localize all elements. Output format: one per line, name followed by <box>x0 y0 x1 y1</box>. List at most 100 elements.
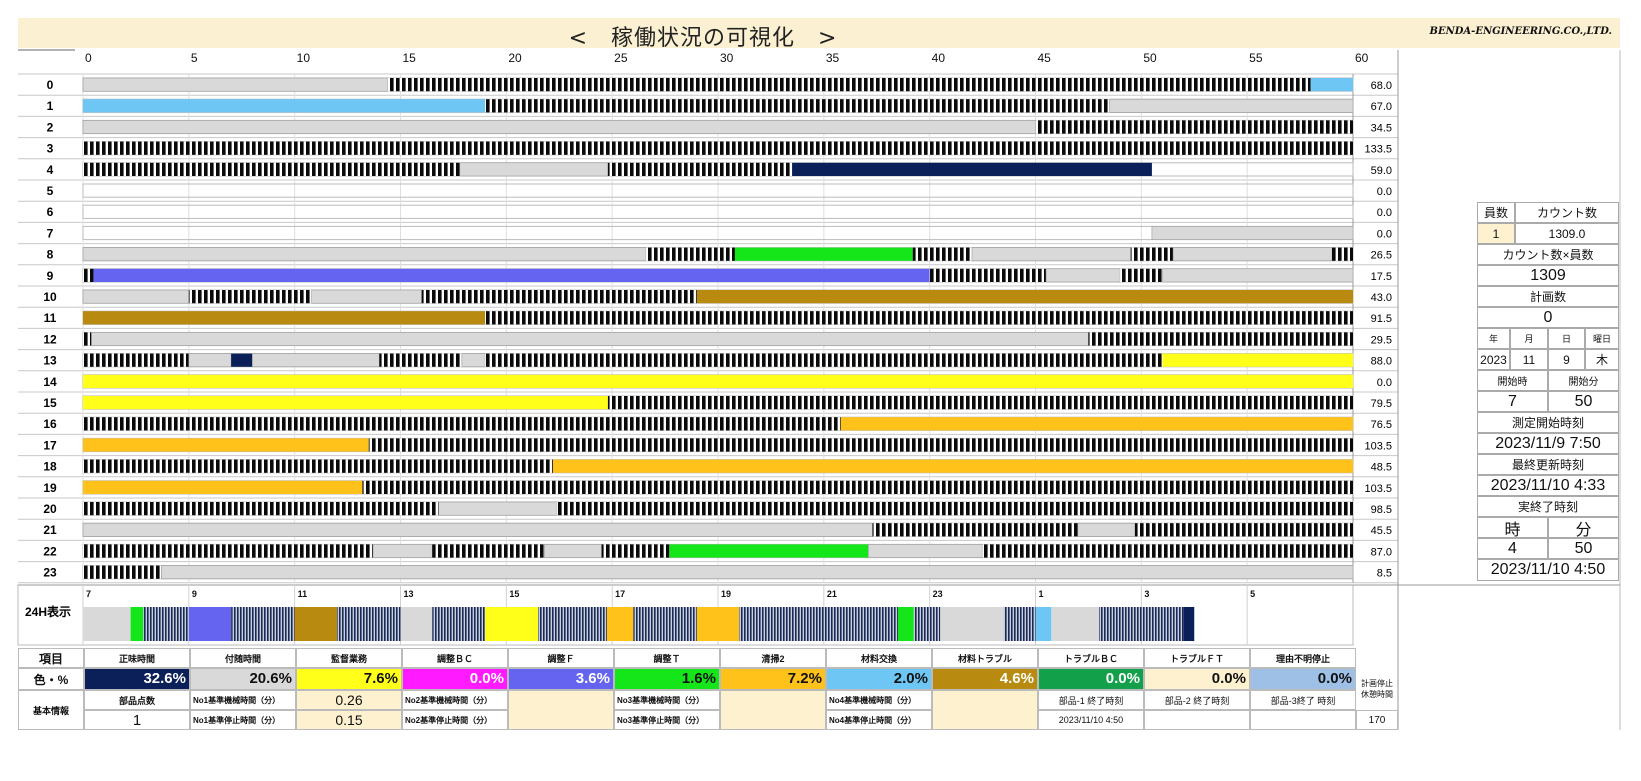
row-value: 133.5 <box>1364 144 1392 156</box>
count-value: 1309.0 <box>1515 223 1619 244</box>
row-value: 26.5 <box>1371 250 1392 262</box>
month-label: 月 <box>1510 328 1548 349</box>
row-value: 87.0 <box>1371 546 1392 558</box>
activity-segment-orange <box>83 480 363 494</box>
company-name: BENDA-ENGINEERING.CO.,LTD. <box>1429 26 1612 37</box>
no2-stop-label: No2基準停止時間（分） <box>402 710 508 730</box>
part1-end-label: 部品-1 終了時刻 <box>1038 690 1144 710</box>
row-value: 34.5 <box>1371 122 1392 134</box>
legend-percentage: 4.6% <box>999 670 1034 687</box>
no3-value-cells <box>720 690 826 730</box>
activity-segment-idle <box>82 247 647 262</box>
legend-percentage: 0.0% <box>1211 670 1246 687</box>
row-label: 13 <box>43 354 57 368</box>
axis-tick-label: 10 <box>297 51 311 65</box>
legend-item-name: 調整Ｔ <box>614 648 720 668</box>
h24-segment-stripe <box>143 607 189 641</box>
activity-segment-olive <box>696 290 1353 304</box>
h24-tick-label: 3 <box>1144 589 1149 599</box>
h24-segment-cyan <box>1035 607 1052 641</box>
h24-segment-idle <box>1051 607 1099 641</box>
row-label: 4 <box>47 163 54 177</box>
h24-tick-label: 13 <box>404 589 414 599</box>
legend-percentage: 0.0% <box>469 670 504 687</box>
row-bar-frame <box>82 204 1354 219</box>
legend-item-name: 材料トラブル <box>932 648 1038 668</box>
activity-segment-idle <box>311 289 422 304</box>
legend-color-swatch: 0.0% <box>1144 668 1250 690</box>
row-label: 8 <box>47 248 54 262</box>
activity-segment-stripe <box>421 290 697 304</box>
axis-tick-label: 35 <box>826 51 840 65</box>
row-label: 21 <box>43 523 57 537</box>
activity-segment-orange <box>83 438 369 452</box>
legend-percentage: 2.0% <box>893 670 928 687</box>
legend-percentage: 1.6% <box>681 670 716 687</box>
activity-segment-idle <box>867 544 983 558</box>
activity-segment-stripe <box>485 99 1110 113</box>
end-hour-value: 4 <box>1477 538 1548 559</box>
staff-label: 員数 <box>1477 202 1515 223</box>
part1-end-value: 2023/11/10 4:50 <box>1038 710 1144 730</box>
legend-percentage: 20.6% <box>249 670 292 687</box>
activity-segment-stripe <box>1134 523 1353 537</box>
h24-segment-yellow <box>485 607 539 641</box>
activity-segment-stripe <box>368 438 1353 452</box>
activity-segment-green <box>734 247 913 261</box>
row-label: 22 <box>43 544 57 558</box>
h24-segment-stripe <box>913 607 941 641</box>
planned-stop-value: 170 <box>1356 710 1398 730</box>
no4-stop-label: No4基準停止時間（分） <box>826 710 932 730</box>
activity-segment-orange <box>840 417 1353 431</box>
h24-segment-violet <box>188 607 232 641</box>
activity-segment-stripe <box>83 565 162 579</box>
activity-segment-idle <box>438 501 558 516</box>
activity-segment-stripe <box>83 502 439 516</box>
actual-end-value: 2023/11/10 4:50 <box>1477 559 1619 581</box>
legend-item-name: 調整ＢＣ <box>402 648 508 668</box>
activity-segment-idle <box>82 77 389 92</box>
activity-segment-idle <box>1172 247 1333 262</box>
legend-color-swatch: 4.6% <box>932 668 1038 690</box>
axis-tick-label: 5 <box>191 51 198 65</box>
h24-segment-olive <box>294 607 337 641</box>
row-value: 98.5 <box>1371 504 1392 516</box>
row-value: 48.5 <box>1371 462 1392 474</box>
weekday-value: 木 <box>1585 349 1619 370</box>
weekday-label: 曜日 <box>1585 328 1619 349</box>
plan-label: 計画数 <box>1477 286 1619 307</box>
row-value: 103.5 <box>1364 440 1392 452</box>
legend-item-name: 材料交換 <box>826 648 932 668</box>
row-label: 18 <box>43 460 57 474</box>
activity-segment-stripe <box>83 459 553 473</box>
activity-segment-idle <box>188 353 232 368</box>
legend-color-swatch: 32.6% <box>84 668 190 690</box>
h24-segment-stripe <box>337 607 401 641</box>
axis-tick-label: 60 <box>1355 51 1369 65</box>
activity-segment-yellow <box>83 396 608 410</box>
activity-segment-green <box>669 544 869 558</box>
item-header: 項目 <box>18 648 84 668</box>
row-label: 0 <box>47 78 54 92</box>
legend-item-name: トラブルＦＴ <box>1144 648 1250 668</box>
activity-segment-stripe <box>83 332 92 346</box>
no4-value-cells <box>932 690 1038 730</box>
axis-tick-label: 20 <box>508 51 522 65</box>
h24-tick-label: 23 <box>933 589 943 599</box>
row-label: 10 <box>43 290 57 304</box>
activity-segment-stripe <box>607 396 1353 410</box>
row-value: 17.5 <box>1371 271 1392 283</box>
h24-segment-stripe <box>231 607 295 641</box>
h24-segment-idle <box>83 607 131 641</box>
h24-label: 24H表示 <box>25 604 71 619</box>
h24-segment-stripe <box>1099 607 1184 641</box>
row-label: 7 <box>47 226 54 240</box>
activity-segment-stripe <box>982 544 1131 558</box>
activity-segment-idle <box>82 522 873 537</box>
no1-machine-value: 0.26 <box>296 690 402 710</box>
activity-segment-stripe <box>1088 332 1353 346</box>
month-value: 11 <box>1510 349 1548 370</box>
axis-tick-label: 50 <box>1143 51 1157 65</box>
activity-segment-stripe <box>188 290 312 304</box>
